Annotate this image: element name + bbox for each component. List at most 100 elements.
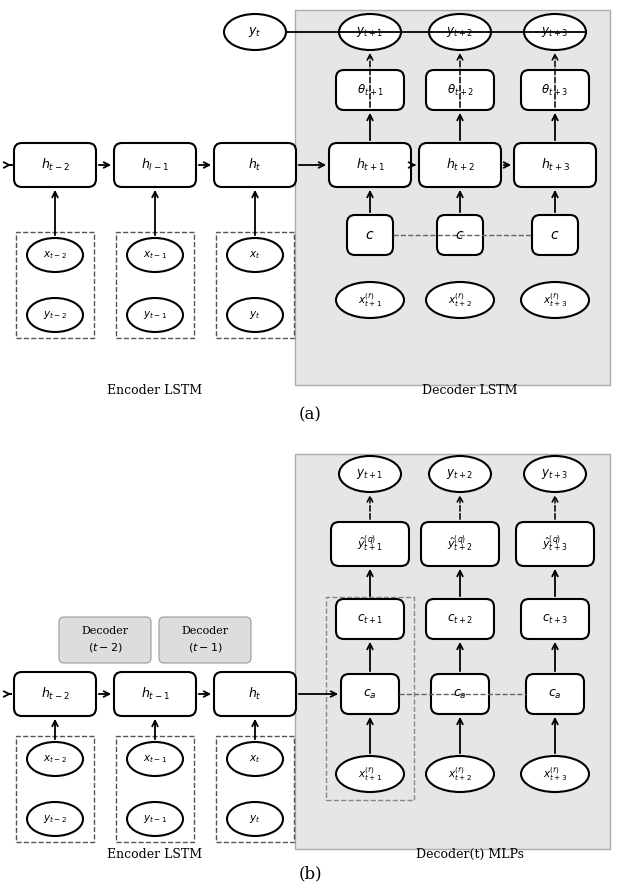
Text: $x_{t+1}^{(f)}$: $x_{t+1}^{(f)}$ — [358, 765, 382, 783]
Ellipse shape — [27, 298, 83, 332]
Text: $c_a$: $c_a$ — [363, 687, 377, 701]
Ellipse shape — [227, 742, 283, 776]
Text: $c_{t+2}$: $c_{t+2}$ — [447, 613, 473, 625]
Text: $y_{t+1}$: $y_{t+1}$ — [356, 467, 384, 481]
FancyBboxPatch shape — [421, 522, 499, 566]
Ellipse shape — [27, 802, 83, 836]
Text: $y_{t+2}$: $y_{t+2}$ — [446, 467, 474, 481]
Ellipse shape — [224, 14, 286, 50]
FancyBboxPatch shape — [532, 215, 578, 255]
Text: $c_a$: $c_a$ — [548, 687, 562, 701]
Text: $x_{t-1}$: $x_{t-1}$ — [143, 250, 167, 261]
Text: $x_{t+1}^{(f)}$: $x_{t+1}^{(f)}$ — [358, 291, 382, 309]
FancyBboxPatch shape — [59, 617, 151, 663]
Ellipse shape — [524, 14, 586, 50]
FancyBboxPatch shape — [426, 599, 494, 639]
FancyBboxPatch shape — [14, 672, 96, 716]
Text: $y_{t-2}$: $y_{t-2}$ — [43, 309, 67, 321]
Text: Decoder(t) MLPs: Decoder(t) MLPs — [416, 847, 524, 860]
Text: $x_{t+2}^{(f)}$: $x_{t+2}^{(f)}$ — [448, 291, 472, 309]
Text: $c$: $c$ — [551, 228, 560, 242]
Text: $x_{t-2}$: $x_{t-2}$ — [43, 753, 67, 765]
Text: Decoder: Decoder — [81, 626, 128, 636]
Ellipse shape — [426, 282, 494, 318]
Text: $h_{t+3}$: $h_{t+3}$ — [541, 157, 570, 173]
Text: (b): (b) — [298, 866, 322, 883]
Text: Encoder LSTM: Encoder LSTM — [107, 847, 203, 860]
FancyBboxPatch shape — [114, 672, 196, 716]
Bar — [16, 736, 94, 842]
Text: $h_{l-1}$: $h_{l-1}$ — [141, 157, 169, 173]
Text: $x_t$: $x_t$ — [249, 250, 261, 261]
Text: $(t-2)$: $(t-2)$ — [87, 640, 122, 654]
Text: Decoder: Decoder — [182, 626, 229, 636]
Ellipse shape — [227, 802, 283, 836]
Bar — [16, 232, 94, 338]
Bar — [326, 597, 414, 800]
Text: $x_t$: $x_t$ — [249, 753, 261, 765]
FancyBboxPatch shape — [114, 143, 196, 187]
Ellipse shape — [227, 298, 283, 332]
FancyBboxPatch shape — [331, 522, 409, 566]
FancyBboxPatch shape — [419, 143, 501, 187]
FancyBboxPatch shape — [426, 70, 494, 110]
Ellipse shape — [429, 456, 491, 492]
Bar — [116, 736, 194, 842]
Text: $h_{t-2}$: $h_{t-2}$ — [41, 157, 69, 173]
Text: $x_{t-1}$: $x_{t-1}$ — [143, 753, 167, 765]
Text: $c$: $c$ — [455, 228, 465, 242]
Bar — [216, 736, 294, 842]
Text: $y_{t+3}$: $y_{t+3}$ — [541, 25, 569, 39]
Bar — [295, 10, 610, 385]
Text: $h_{t-1}$: $h_{t-1}$ — [141, 686, 169, 702]
Text: $c_{t+3}$: $c_{t+3}$ — [542, 613, 568, 625]
FancyBboxPatch shape — [14, 143, 96, 187]
Text: $\hat{y}^{(q)}_{t+2}$: $\hat{y}^{(q)}_{t+2}$ — [447, 534, 473, 554]
Text: $h_{t-2}$: $h_{t-2}$ — [41, 686, 69, 702]
Text: $x_{t+2}^{(f)}$: $x_{t+2}^{(f)}$ — [448, 765, 472, 783]
Ellipse shape — [521, 756, 589, 792]
Text: $x_{t-2}$: $x_{t-2}$ — [43, 250, 67, 261]
FancyBboxPatch shape — [521, 599, 589, 639]
FancyBboxPatch shape — [341, 674, 399, 714]
Ellipse shape — [127, 802, 183, 836]
Text: $\hat{y}^{(q)}_{t+1}$: $\hat{y}^{(q)}_{t+1}$ — [357, 534, 383, 554]
Ellipse shape — [339, 14, 401, 50]
FancyBboxPatch shape — [516, 522, 594, 566]
Text: $x_{t+3}^{(f)}$: $x_{t+3}^{(f)}$ — [543, 765, 567, 783]
Ellipse shape — [127, 238, 183, 272]
FancyBboxPatch shape — [336, 599, 404, 639]
Ellipse shape — [336, 282, 404, 318]
Text: Decoder LSTM: Decoder LSTM — [422, 384, 518, 397]
FancyBboxPatch shape — [521, 70, 589, 110]
Text: Encoder LSTM: Encoder LSTM — [107, 384, 203, 397]
Ellipse shape — [429, 14, 491, 50]
Text: $h_t$: $h_t$ — [248, 686, 262, 702]
Text: $\hat{y}^{(q)}_{t+3}$: $\hat{y}^{(q)}_{t+3}$ — [542, 534, 568, 554]
Text: $y_t$: $y_t$ — [249, 813, 261, 825]
Text: $y_t$: $y_t$ — [249, 309, 261, 321]
Text: $y_{t-2}$: $y_{t-2}$ — [43, 813, 67, 825]
Text: $y_{t+2}$: $y_{t+2}$ — [446, 25, 474, 39]
Ellipse shape — [521, 282, 589, 318]
Ellipse shape — [426, 756, 494, 792]
FancyBboxPatch shape — [347, 215, 393, 255]
Bar — [295, 454, 610, 849]
FancyBboxPatch shape — [437, 215, 483, 255]
Text: $h_t$: $h_t$ — [248, 157, 262, 173]
Ellipse shape — [524, 456, 586, 492]
Text: $y_{t+1}$: $y_{t+1}$ — [356, 25, 384, 39]
Text: $y_{t+3}$: $y_{t+3}$ — [541, 467, 569, 481]
Text: (a): (a) — [299, 407, 321, 424]
FancyBboxPatch shape — [159, 617, 251, 663]
Ellipse shape — [127, 742, 183, 776]
Ellipse shape — [336, 756, 404, 792]
FancyBboxPatch shape — [214, 143, 296, 187]
Text: $\theta_{t+2}$: $\theta_{t+2}$ — [446, 83, 474, 98]
Ellipse shape — [27, 238, 83, 272]
Text: $c_{t+1}$: $c_{t+1}$ — [357, 613, 383, 625]
FancyBboxPatch shape — [431, 674, 489, 714]
Text: $c$: $c$ — [365, 228, 374, 242]
Ellipse shape — [27, 742, 83, 776]
FancyBboxPatch shape — [329, 143, 411, 187]
